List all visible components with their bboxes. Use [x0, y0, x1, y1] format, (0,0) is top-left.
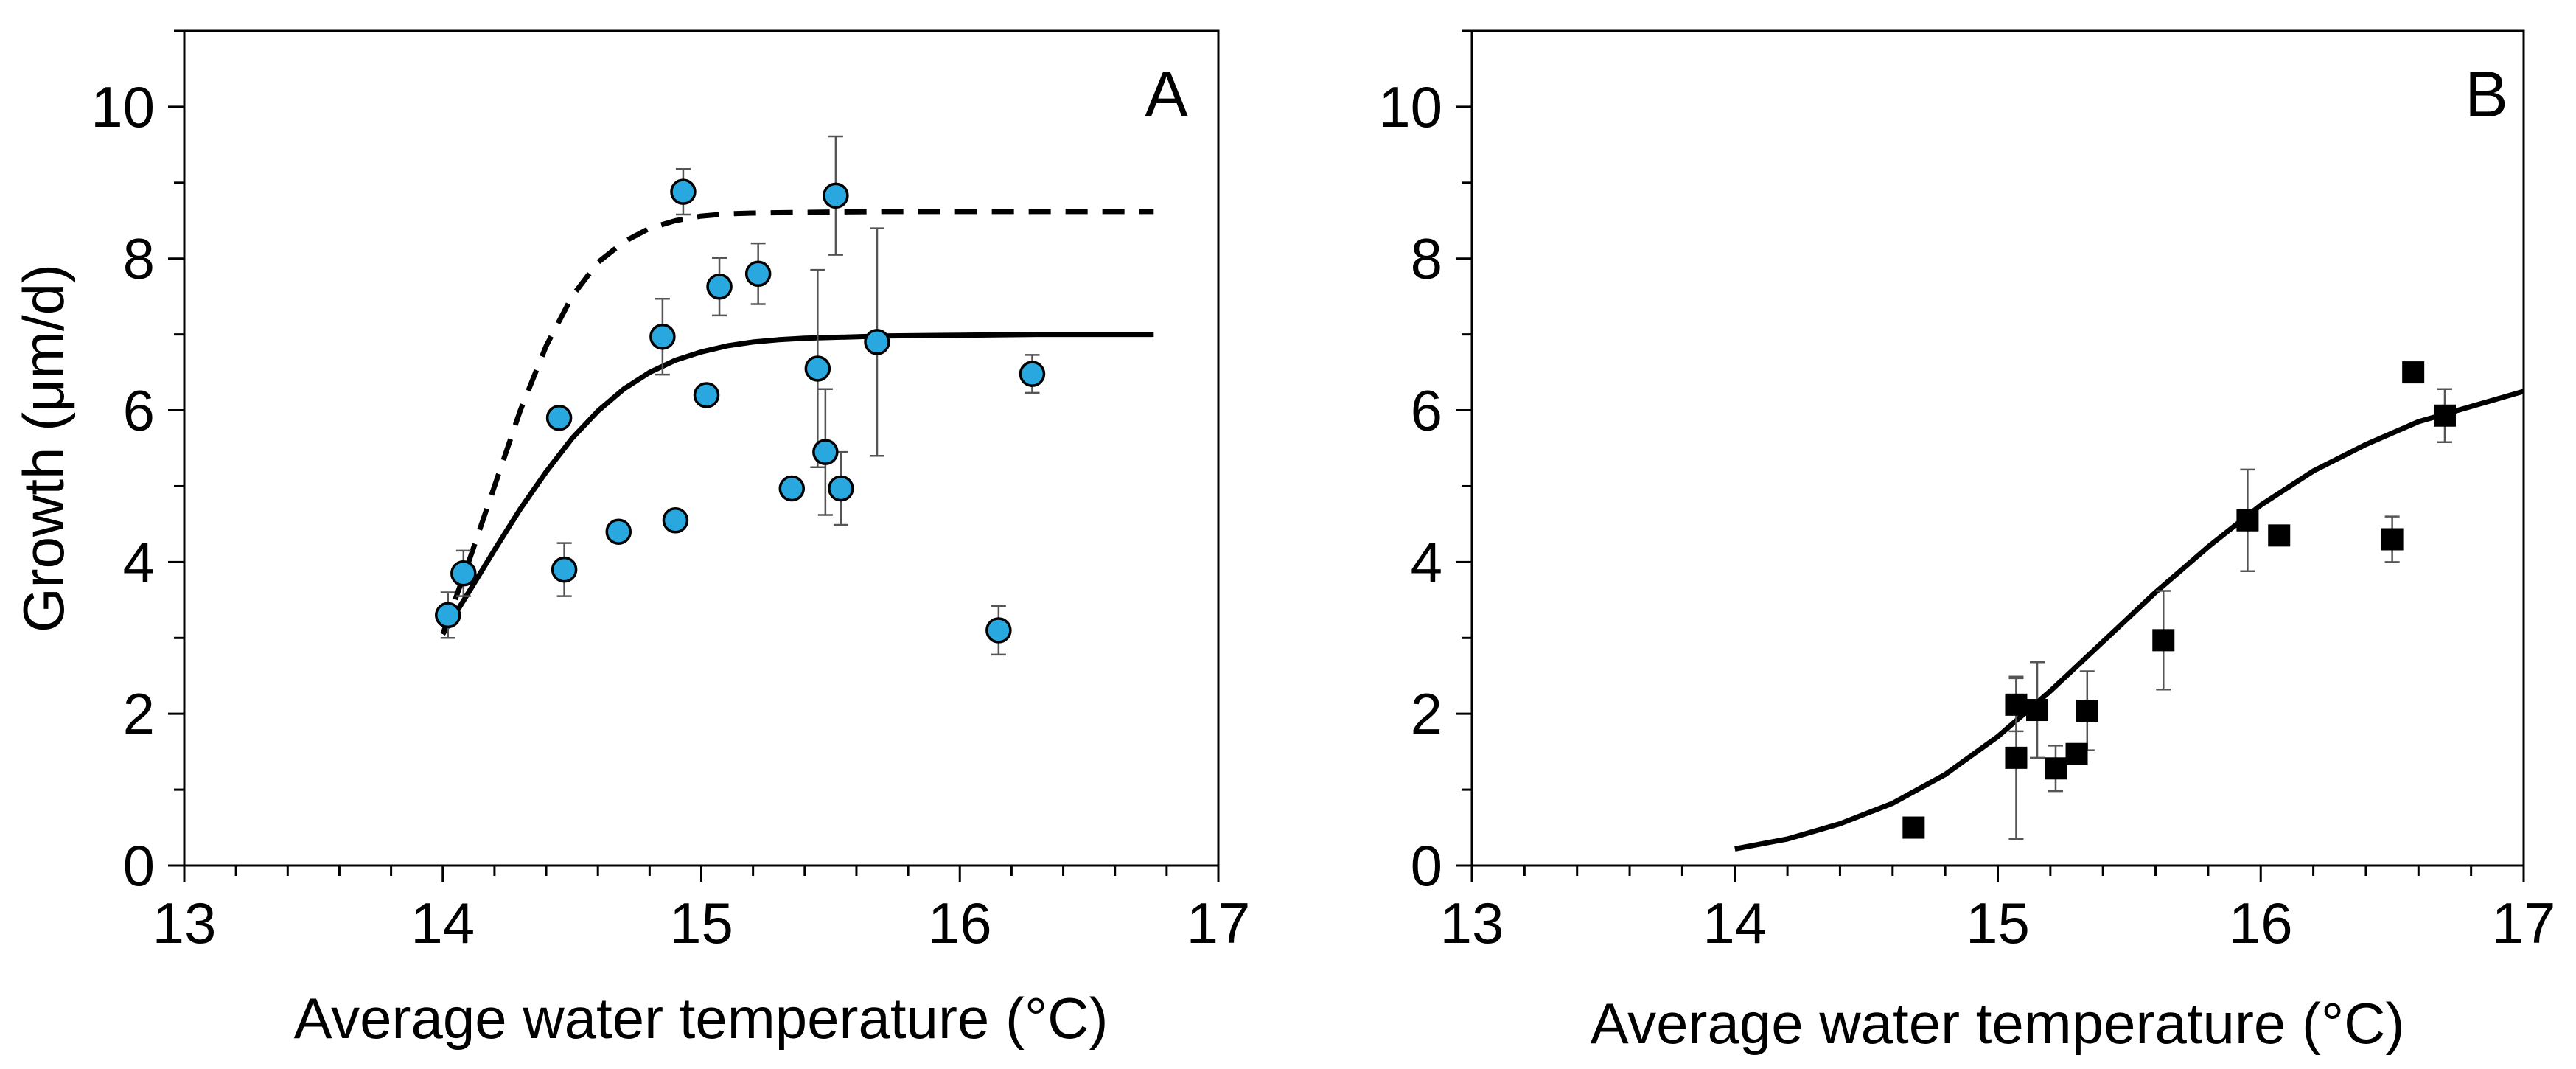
data-point — [2236, 509, 2259, 532]
panel-b-xtick-labels: 13 14 15 16 17 — [1440, 891, 2556, 955]
data-point — [1019, 361, 1046, 387]
y-tick-label: 0 — [123, 833, 155, 898]
data-point — [545, 405, 573, 431]
data-point — [1902, 816, 1925, 839]
data-point — [2381, 528, 2404, 551]
data-point — [2402, 361, 2425, 384]
x-tick-label: 15 — [1966, 891, 2030, 955]
panel-a-ytick-labels: 0 2 4 6 8 10 — [91, 74, 155, 898]
data-point — [828, 475, 854, 502]
data-point — [649, 323, 676, 350]
data-point — [662, 507, 689, 534]
panel-b: 0 2 4 6 8 10 13 14 15 16 17 B Average water tempe… — [1378, 29, 2556, 1056]
data-point — [2044, 757, 2067, 780]
data-point — [985, 617, 1012, 644]
solid-fit-curve — [1734, 389, 2524, 852]
y-tick-label: 10 — [1378, 74, 1442, 139]
x-tick-label: 13 — [153, 891, 217, 955]
data-point — [804, 355, 831, 382]
panel-a-xtick-labels: 13 14 15 16 17 — [153, 891, 1251, 955]
panel-a: 0 2 4 6 8 10 13 14 15 16 17 A Average water tempe… — [11, 29, 1251, 1051]
y-tick-label: 10 — [91, 74, 155, 139]
data-point — [693, 382, 720, 408]
y-tick-label: 0 — [1411, 833, 1442, 898]
data-point — [744, 260, 772, 288]
panel-b-data-points — [1902, 361, 2456, 839]
y-tick-label: 8 — [1411, 226, 1442, 291]
y-tick-label: 4 — [1411, 529, 1442, 594]
panel-a-data-points — [435, 178, 1046, 644]
panel-b-ticks — [1456, 29, 2525, 882]
data-point — [605, 518, 632, 545]
panel-b-ytick-labels: 0 2 4 6 8 10 — [1378, 74, 1442, 898]
panel-b-plot-frame — [1470, 29, 2525, 867]
panel-b-letter: B — [2465, 58, 2508, 130]
data-point — [823, 182, 849, 209]
data-point — [812, 439, 839, 465]
x-tick-label: 14 — [411, 891, 475, 955]
panel-a-y-axis-title: Growth (μm/d) — [11, 264, 76, 633]
panel-a-letter: A — [1145, 58, 1188, 130]
panel-a-plot-frame — [183, 29, 1220, 867]
panel-b-error-bars — [2008, 388, 2452, 840]
data-point — [2026, 699, 2049, 722]
data-point — [450, 560, 477, 587]
dashed-fit-curve — [440, 209, 1154, 636]
x-tick-label: 17 — [2492, 891, 2556, 955]
panel-a-ticks — [168, 29, 1220, 882]
data-point — [670, 178, 697, 205]
x-tick-label: 15 — [669, 891, 733, 955]
data-point — [2433, 404, 2456, 427]
y-tick-label: 6 — [123, 378, 155, 443]
data-point — [2065, 742, 2088, 765]
data-point — [2076, 700, 2098, 722]
x-tick-label: 17 — [1187, 891, 1251, 955]
y-tick-label: 4 — [123, 529, 155, 594]
data-point — [778, 475, 806, 502]
data-point — [551, 556, 578, 583]
data-point — [2152, 629, 2175, 652]
x-tick-label: 13 — [1440, 891, 1504, 955]
panel-b-x-axis-title: Average water temperature (°C) — [1591, 991, 2405, 1056]
y-tick-label: 2 — [1411, 681, 1442, 746]
y-tick-label: 6 — [1411, 378, 1442, 443]
x-tick-label: 16 — [928, 891, 992, 955]
data-point — [864, 329, 890, 355]
x-tick-label: 14 — [1703, 891, 1767, 955]
data-point — [2005, 746, 2028, 769]
panel-b-fit-curves — [1734, 389, 2524, 852]
data-point — [435, 602, 461, 629]
data-point — [2005, 693, 2028, 716]
data-point — [2268, 524, 2291, 547]
data-point — [706, 274, 733, 300]
x-tick-label: 16 — [2229, 891, 2293, 955]
y-tick-label: 2 — [123, 681, 155, 746]
y-tick-label: 8 — [123, 226, 155, 291]
panel-a-x-axis-title: Average water temperature (°C) — [294, 986, 1109, 1051]
